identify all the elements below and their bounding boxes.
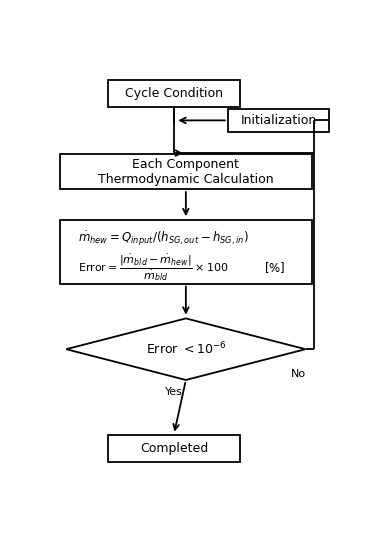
- Text: Initialization: Initialization: [240, 114, 317, 127]
- FancyBboxPatch shape: [60, 154, 312, 189]
- Polygon shape: [66, 318, 306, 380]
- Text: Error $<10^{-6}$: Error $<10^{-6}$: [146, 341, 226, 358]
- Text: $[\%]$: $[\%]$: [264, 260, 285, 274]
- FancyBboxPatch shape: [60, 220, 312, 284]
- Text: Yes: Yes: [165, 387, 183, 397]
- FancyBboxPatch shape: [108, 435, 240, 462]
- FancyBboxPatch shape: [228, 109, 330, 132]
- Text: $\mathrm{Error} = \dfrac{|\dot{m}_{bld} - \dot{m}_{hew}|}{\dot{m}_{bld}} \times : $\mathrm{Error} = \dfrac{|\dot{m}_{bld} …: [78, 252, 229, 282]
- Text: Completed: Completed: [140, 442, 208, 455]
- FancyBboxPatch shape: [108, 80, 240, 107]
- Text: Each Component
Thermodynamic Calculation: Each Component Thermodynamic Calculation: [98, 158, 274, 185]
- Text: No: No: [291, 369, 306, 379]
- Text: $\dot{m}_{hew} = Q_{input}/(h_{SG,out} - h_{SG,in})$: $\dot{m}_{hew} = Q_{input}/(h_{SG,out} -…: [78, 229, 249, 248]
- Text: Cycle Condition: Cycle Condition: [125, 87, 223, 100]
